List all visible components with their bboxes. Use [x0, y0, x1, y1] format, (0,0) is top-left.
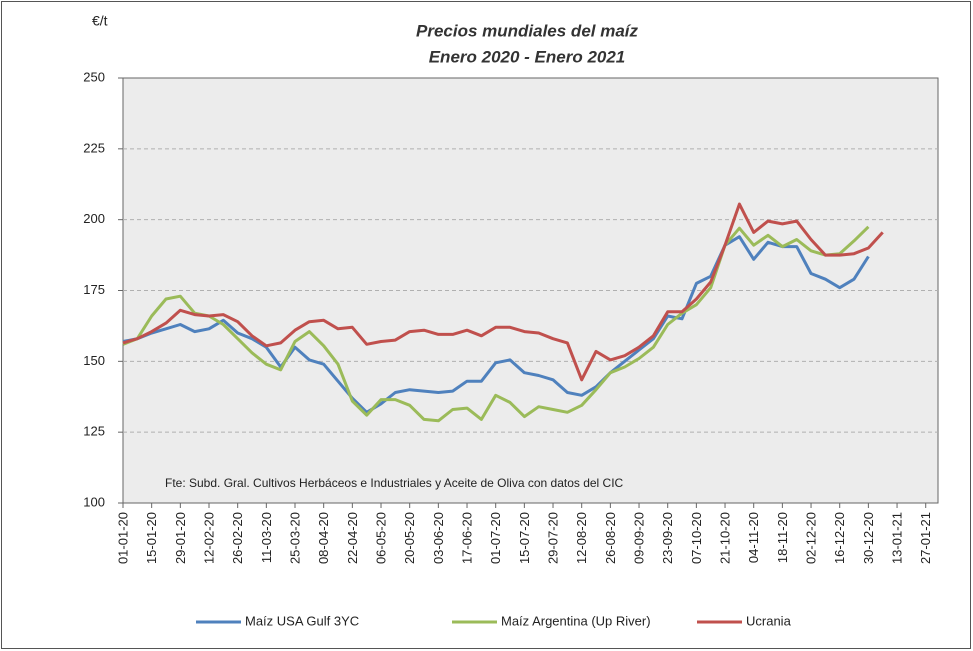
x-tick-label: 01-07-20: [488, 512, 503, 564]
annotation: Fte: Subd. Gral. Cultivos Herbáceos e In…: [165, 476, 624, 490]
y-tick-label: 200: [83, 211, 105, 226]
x-tick-label: 30-12-20: [861, 512, 876, 564]
x-tick-label: 01-01-20: [115, 512, 130, 564]
series-line: [122, 202, 884, 382]
y-tick-label: 150: [83, 353, 105, 368]
x-tick-label: 09-09-20: [631, 512, 646, 564]
x-tick-label: 17-06-20: [459, 512, 474, 564]
chart-title: Precios mundiales del maíz: [416, 21, 639, 40]
x-tick-label: 29-01-20: [173, 512, 188, 564]
x-tick-label: 07-10-20: [689, 512, 704, 564]
x-tick-label: 23-09-20: [660, 512, 675, 564]
x-tick-label: 11-03-20: [259, 512, 274, 563]
chart-subtitle: Enero 2020 - Enero 2021: [429, 47, 626, 66]
y-tick-label: 175: [83, 282, 105, 297]
series-line: [122, 225, 870, 423]
legend-label: Maíz Argentina (Up River): [501, 613, 651, 628]
x-tick-label: 18-11-20: [775, 512, 790, 563]
y-tick-label: 100: [83, 494, 105, 509]
x-tick-label: 04-11-20: [746, 512, 761, 563]
x-tick-label: 26-08-20: [603, 512, 618, 564]
x-tick-label: 27-01-21: [918, 512, 933, 564]
x-tick-label: 12-02-20: [201, 512, 216, 564]
y-tick-label: 225: [83, 140, 105, 155]
x-tick-label: 25-03-20: [287, 512, 302, 564]
y-tick-label: 250: [83, 69, 105, 84]
x-tick-label: 03-06-20: [431, 512, 446, 564]
y-axis-label: €/t: [92, 13, 108, 29]
x-tick-label: 21-10-20: [717, 512, 732, 564]
series-line: [122, 235, 870, 414]
x-tick-label: 12-08-20: [574, 512, 589, 564]
x-tick-label: 29-07-20: [545, 512, 560, 564]
legend-label: Maíz USA Gulf 3YC: [245, 613, 359, 628]
x-tick-label: 15-07-20: [517, 512, 532, 564]
y-tick-label: 125: [83, 424, 105, 439]
x-tick-label: 20-05-20: [402, 512, 417, 564]
x-tick-label: 26-02-20: [230, 512, 245, 564]
x-tick-label: 13-01-21: [889, 512, 904, 564]
x-tick-label: 02-12-20: [803, 512, 818, 564]
x-tick-label: 16-12-20: [832, 512, 847, 564]
x-tick-label: 06-05-20: [373, 512, 388, 564]
x-tick-label: 08-04-20: [316, 512, 331, 564]
x-tick-label: 22-04-20: [345, 512, 360, 564]
x-tick-label: 15-01-20: [144, 512, 159, 564]
legend-label: Ucrania: [746, 613, 792, 628]
